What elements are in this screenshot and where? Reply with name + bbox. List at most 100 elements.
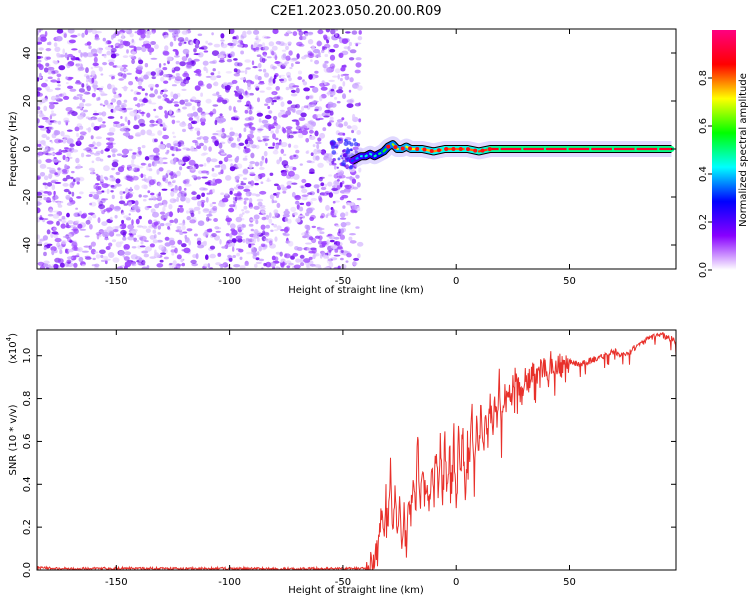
noise-blob [131, 154, 136, 160]
noise-blob [271, 199, 274, 204]
noise-blob [352, 186, 359, 190]
noise-blob [188, 240, 192, 246]
noise-blob [324, 60, 329, 64]
noise-blob [93, 56, 98, 63]
noise-blob [65, 194, 71, 200]
noise-blob [326, 39, 330, 44]
noise-blob [142, 225, 148, 229]
noise-blob [174, 76, 182, 82]
noise-blob [244, 139, 249, 145]
noise-blob [133, 124, 140, 130]
noise-blob [293, 154, 297, 158]
noise-blob [310, 197, 317, 201]
noise-blob [163, 203, 167, 208]
noise-blob [156, 181, 161, 186]
noise-blob [67, 53, 74, 57]
noise-blob [175, 34, 179, 38]
noise-blob [91, 29, 98, 35]
trace-peak [393, 145, 398, 150]
noise-blob [136, 102, 141, 108]
noise-blob [67, 61, 75, 67]
noise-blob [43, 263, 49, 268]
noise-blob [234, 143, 240, 149]
noise-blob [192, 111, 199, 117]
noise-blob [211, 173, 218, 178]
noise-blob [356, 182, 361, 188]
noise-blob [323, 153, 329, 158]
noise-blob [68, 249, 74, 253]
noise-blob [86, 78, 89, 83]
noise-blob [48, 126, 54, 131]
noise-blob [79, 131, 87, 135]
noise-blob [276, 96, 284, 101]
noise-blob [134, 200, 139, 206]
noise-blob [116, 266, 124, 269]
noise-blob [214, 165, 220, 168]
noise-blob [272, 200, 278, 203]
noise-blob [48, 103, 55, 110]
trace-peak [444, 147, 449, 151]
noise-blob [119, 67, 125, 72]
noise-blob [90, 201, 97, 207]
noise-blob [216, 75, 222, 78]
noise-blob [170, 146, 174, 151]
noise-blob [203, 66, 207, 71]
noise-blob [163, 34, 169, 39]
noise-blob [157, 130, 163, 136]
noise-blob [258, 118, 262, 123]
noise-blob [212, 93, 219, 97]
noise-blob [62, 177, 68, 182]
noise-blob [205, 216, 210, 222]
noise-blob [285, 165, 290, 169]
noise-blob [174, 55, 180, 58]
noise-blob [290, 59, 296, 62]
noise-blob [249, 206, 253, 209]
noise-blob [225, 71, 233, 74]
noise-blob [157, 232, 161, 235]
noise-blob [296, 41, 303, 47]
noise-blob [158, 144, 166, 150]
noise-blob [349, 233, 356, 236]
noise-blob [233, 239, 237, 244]
noise-blob [192, 105, 196, 111]
snr-line [37, 332, 676, 570]
noise-blob [248, 110, 253, 115]
noise-blob [264, 114, 272, 120]
noise-blob [327, 122, 332, 127]
noise-blob [135, 218, 140, 225]
noise-blob [194, 127, 201, 132]
noise-blob [79, 210, 82, 215]
noise-blob [222, 99, 228, 105]
noise-blob [77, 247, 83, 252]
noise-blob [88, 45, 92, 50]
noise-blob [346, 103, 354, 108]
noise-blob [295, 103, 300, 109]
noise-blob [254, 161, 260, 167]
noise-blob [128, 213, 131, 216]
noise-blob [190, 145, 195, 152]
noise-blob [56, 73, 62, 78]
noise-blob [251, 237, 257, 244]
noise-blob [38, 113, 44, 118]
noise-blob [97, 112, 103, 116]
noise-blob [91, 93, 96, 98]
noise-blob [133, 96, 138, 101]
noise-blob [136, 92, 141, 95]
noise-blob [110, 47, 117, 53]
noise-blob [157, 202, 164, 206]
y-tick-label: 20 [22, 95, 33, 108]
x-tick-label: -150 [105, 276, 128, 287]
noise-blob [326, 239, 331, 245]
noise-blob [54, 194, 58, 200]
noise-blob [309, 94, 314, 100]
noise-blob [288, 262, 294, 266]
noise-blob [351, 204, 358, 210]
noise-blob [69, 143, 75, 147]
noise-blob [305, 242, 312, 245]
noise-blob [247, 81, 251, 87]
noise-blob [323, 115, 330, 118]
noise-blob [330, 94, 334, 98]
noise-blob [219, 57, 225, 61]
noise-blob [53, 190, 56, 196]
noise-blob [180, 258, 184, 263]
